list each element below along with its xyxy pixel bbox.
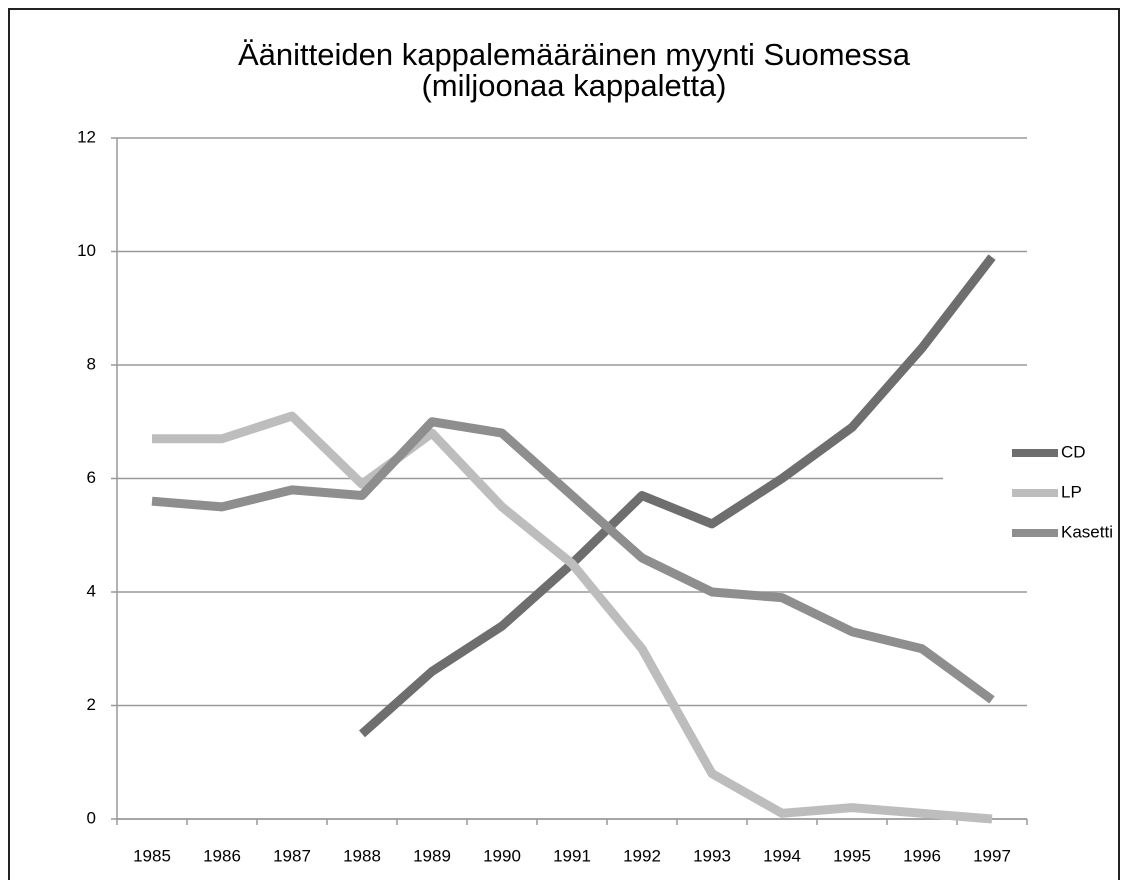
- x-tick-label: 1987: [273, 846, 311, 865]
- x-tick-label: 1997: [973, 846, 1011, 865]
- legend-label: Kasetti: [1061, 522, 1113, 541]
- y-tick-label: 8: [87, 354, 96, 373]
- x-tick-label: 1995: [833, 846, 871, 865]
- legend-label: LP: [1061, 482, 1082, 501]
- x-tick-label: 1991: [553, 846, 591, 865]
- x-tick-label: 1989: [413, 846, 451, 865]
- y-tick-label: 6: [87, 468, 96, 487]
- data-line: [152, 411, 993, 824]
- chart-subtitle: (miljoonaa kappaletta): [421, 68, 726, 103]
- y-tick-label: 0: [87, 808, 96, 827]
- x-tick-label: 1994: [763, 846, 801, 865]
- y-tick-label: 4: [87, 581, 96, 600]
- x-tick-label: 1993: [693, 846, 731, 865]
- x-tick-label: 1988: [343, 846, 381, 865]
- x-tick-label: 1990: [483, 846, 521, 865]
- y-tick-label: 10: [77, 241, 96, 260]
- legend-label: CD: [1061, 442, 1086, 461]
- x-tick-label: 1985: [133, 846, 171, 865]
- data-line: [151, 417, 995, 704]
- chart-title: Äänitteiden kappalemääräinen myynti Suom…: [238, 37, 911, 72]
- data-line: [359, 254, 996, 738]
- x-tick-label: 1992: [623, 846, 661, 865]
- x-tick-label: 1986: [203, 846, 241, 865]
- x-tick-label: 1996: [903, 846, 941, 865]
- y-tick-label: 2: [87, 695, 96, 714]
- y-tick-label: 12: [77, 127, 96, 146]
- chart-frame: [8, 8, 1120, 880]
